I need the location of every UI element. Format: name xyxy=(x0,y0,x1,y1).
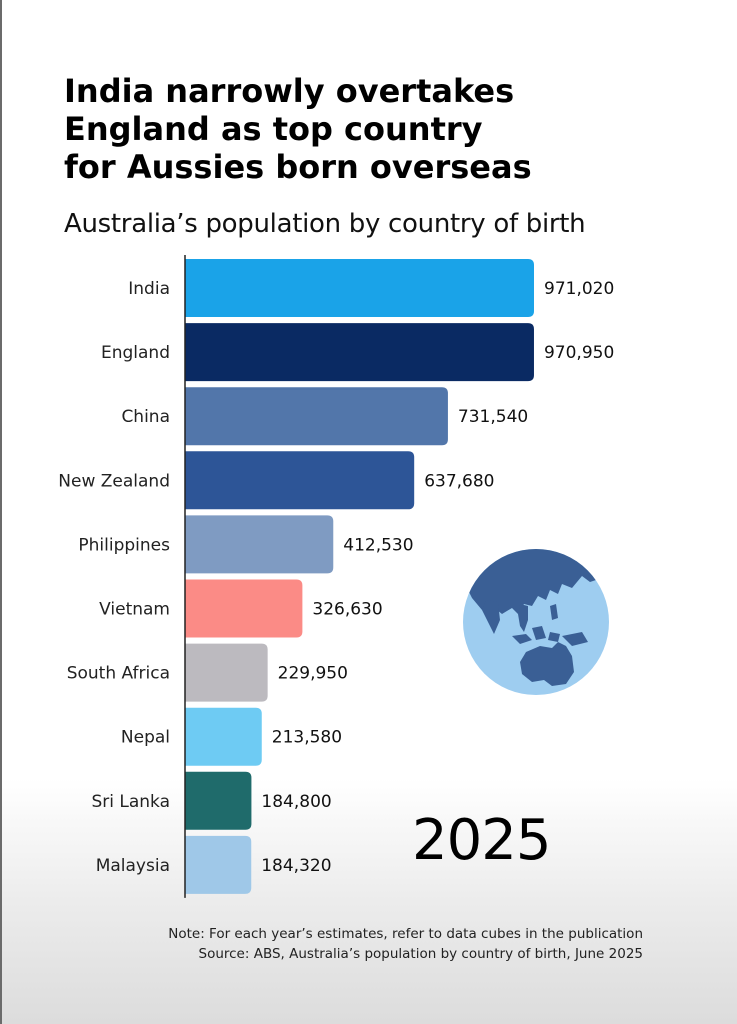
note-text: Note: For each year’s estimates, refer t… xyxy=(168,926,643,942)
bar-india xyxy=(185,259,534,317)
bar-new-zealand xyxy=(185,451,415,510)
value-label-china: 731,540 xyxy=(458,407,528,427)
source-text: Source: ABS, Australia’s population by c… xyxy=(198,946,644,962)
year-label: 2025 xyxy=(412,808,552,873)
left-border xyxy=(0,0,2,1024)
bar-philippines xyxy=(185,515,334,574)
category-label-vietnam: Vietnam xyxy=(99,600,170,620)
globe-asia-australia-icon xyxy=(463,549,609,695)
value-label-malaysia: 184,320 xyxy=(261,856,331,876)
value-label-philippines: 412,530 xyxy=(343,535,413,555)
bar-vietnam xyxy=(185,579,303,638)
value-label-new-zealand: 637,680 xyxy=(424,471,494,491)
bar-malaysia xyxy=(185,835,252,894)
bar-south-africa xyxy=(185,643,268,702)
category-label-nepal: Nepal xyxy=(121,728,170,748)
category-label-south-africa: South Africa xyxy=(67,664,170,684)
value-label-india: 971,020 xyxy=(544,279,614,299)
bar-sri-lanka xyxy=(185,771,252,830)
footnote: Note: For each year’s estimates, refer t… xyxy=(168,924,643,964)
chart-title: India narrowly overtakes England as top … xyxy=(64,72,684,186)
category-label-india: India xyxy=(128,279,170,299)
title-line-2: England as top country xyxy=(64,110,483,148)
value-label-sri-lanka: 184,800 xyxy=(261,792,331,812)
value-label-england: 970,950 xyxy=(544,343,614,363)
value-label-south-africa: 229,950 xyxy=(278,664,348,684)
bar-nepal xyxy=(185,707,262,766)
title-line-3: for Aussies born overseas xyxy=(64,148,532,186)
category-label-sri-lanka: Sri Lanka xyxy=(91,792,170,812)
category-label-england: England xyxy=(101,343,170,363)
value-label-nepal: 213,580 xyxy=(272,728,342,748)
bar-england xyxy=(185,323,534,382)
category-label-philippines: Philippines xyxy=(78,535,170,555)
category-label-china: China xyxy=(121,407,170,427)
chart-subtitle: Australia’s population by country of bir… xyxy=(64,209,586,239)
category-label-new-zealand: New Zealand xyxy=(58,471,170,491)
bar-china xyxy=(185,387,448,446)
title-line-1: India narrowly overtakes xyxy=(64,72,515,110)
category-label-malaysia: Malaysia xyxy=(96,856,170,876)
value-label-vietnam: 326,630 xyxy=(312,600,382,620)
